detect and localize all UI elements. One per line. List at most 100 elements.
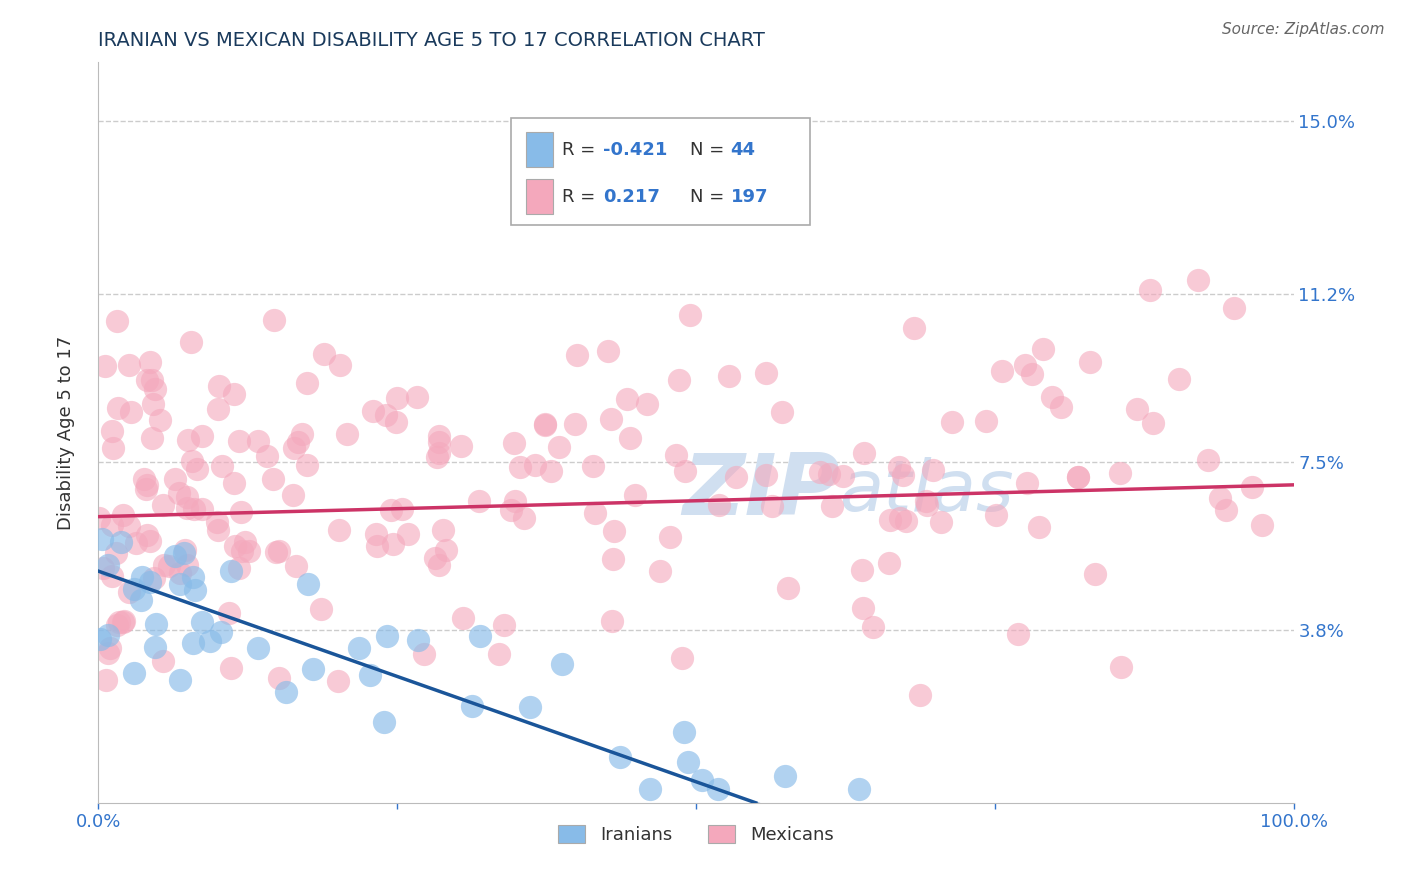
Point	[852, 445, 875, 459]
Point	[427, 434, 450, 449]
Point	[690, 772, 713, 787]
Point	[218, 606, 240, 620]
Point	[761, 499, 783, 513]
Point	[659, 530, 682, 544]
Point	[91, 561, 114, 575]
Point	[406, 390, 429, 404]
Point	[862, 620, 884, 634]
Point	[107, 401, 129, 415]
Point	[396, 526, 419, 541]
Point	[264, 544, 287, 558]
Point	[295, 458, 318, 473]
Point	[889, 511, 911, 525]
Point	[349, 641, 371, 656]
Point	[120, 405, 142, 419]
Point	[208, 379, 231, 393]
Point	[211, 458, 233, 473]
Point	[770, 405, 793, 419]
Point	[191, 429, 214, 443]
Point	[118, 519, 141, 533]
Point	[451, 611, 474, 625]
Point	[177, 433, 200, 447]
Point	[565, 348, 588, 362]
Point	[181, 635, 204, 649]
Point	[101, 569, 124, 583]
Bar	[526, 132, 553, 168]
Point	[1187, 273, 1209, 287]
Text: 197: 197	[731, 187, 768, 206]
Point	[609, 749, 631, 764]
Point	[707, 782, 730, 797]
Point	[228, 560, 250, 574]
Point	[281, 488, 304, 502]
Point	[132, 472, 155, 486]
Point	[136, 528, 159, 542]
Point	[991, 364, 1014, 378]
Point	[718, 368, 741, 383]
Point	[142, 397, 165, 411]
Point	[176, 491, 198, 505]
Point	[851, 601, 873, 615]
Point	[112, 614, 135, 628]
Point	[1250, 518, 1272, 533]
Point	[381, 537, 404, 551]
Text: IRANIAN VS MEXICAN DISABILITY AGE 5 TO 17 CORRELATION CHART: IRANIAN VS MEXICAN DISABILITY AGE 5 TO 1…	[98, 30, 765, 50]
Point	[295, 376, 318, 390]
Point	[523, 458, 546, 472]
Point	[889, 460, 911, 475]
Point	[364, 527, 387, 541]
Point	[1050, 400, 1073, 414]
Point	[903, 320, 925, 334]
Point	[408, 632, 430, 647]
Point	[600, 411, 623, 425]
Point	[755, 467, 778, 482]
Point	[894, 514, 917, 528]
Point	[755, 366, 778, 380]
Point	[98, 641, 121, 656]
Point	[676, 756, 699, 770]
Point	[941, 415, 963, 429]
Point	[1028, 520, 1050, 534]
Point	[312, 347, 335, 361]
Point	[176, 501, 198, 516]
Point	[513, 511, 536, 525]
Point	[169, 673, 191, 687]
Point	[534, 417, 557, 432]
Point	[89, 632, 111, 646]
Point	[1015, 475, 1038, 490]
Point	[551, 657, 574, 671]
Point	[361, 404, 384, 418]
Point	[603, 524, 626, 538]
Point	[118, 358, 141, 372]
Point	[359, 668, 381, 682]
Point	[328, 523, 350, 537]
Point	[375, 408, 398, 422]
Point	[105, 314, 128, 328]
Point	[915, 499, 938, 513]
Point	[423, 550, 446, 565]
Point	[224, 540, 246, 554]
Point	[488, 647, 510, 661]
Point	[183, 502, 205, 516]
Point	[209, 624, 232, 639]
Point	[668, 374, 690, 388]
FancyBboxPatch shape	[510, 118, 810, 226]
Point	[1021, 367, 1043, 381]
Bar	[526, 179, 553, 214]
Point	[848, 782, 870, 797]
Point	[169, 566, 191, 580]
Point	[509, 459, 531, 474]
Point	[1014, 358, 1036, 372]
Text: 44: 44	[731, 141, 755, 159]
Point	[97, 628, 120, 642]
Point	[107, 615, 129, 630]
Point	[181, 454, 204, 468]
Point	[110, 534, 132, 549]
Point	[624, 488, 647, 502]
Point	[143, 640, 166, 654]
Point	[1083, 566, 1105, 581]
Point	[131, 570, 153, 584]
Point	[1197, 453, 1219, 467]
Point	[118, 585, 141, 599]
Point	[385, 391, 408, 405]
